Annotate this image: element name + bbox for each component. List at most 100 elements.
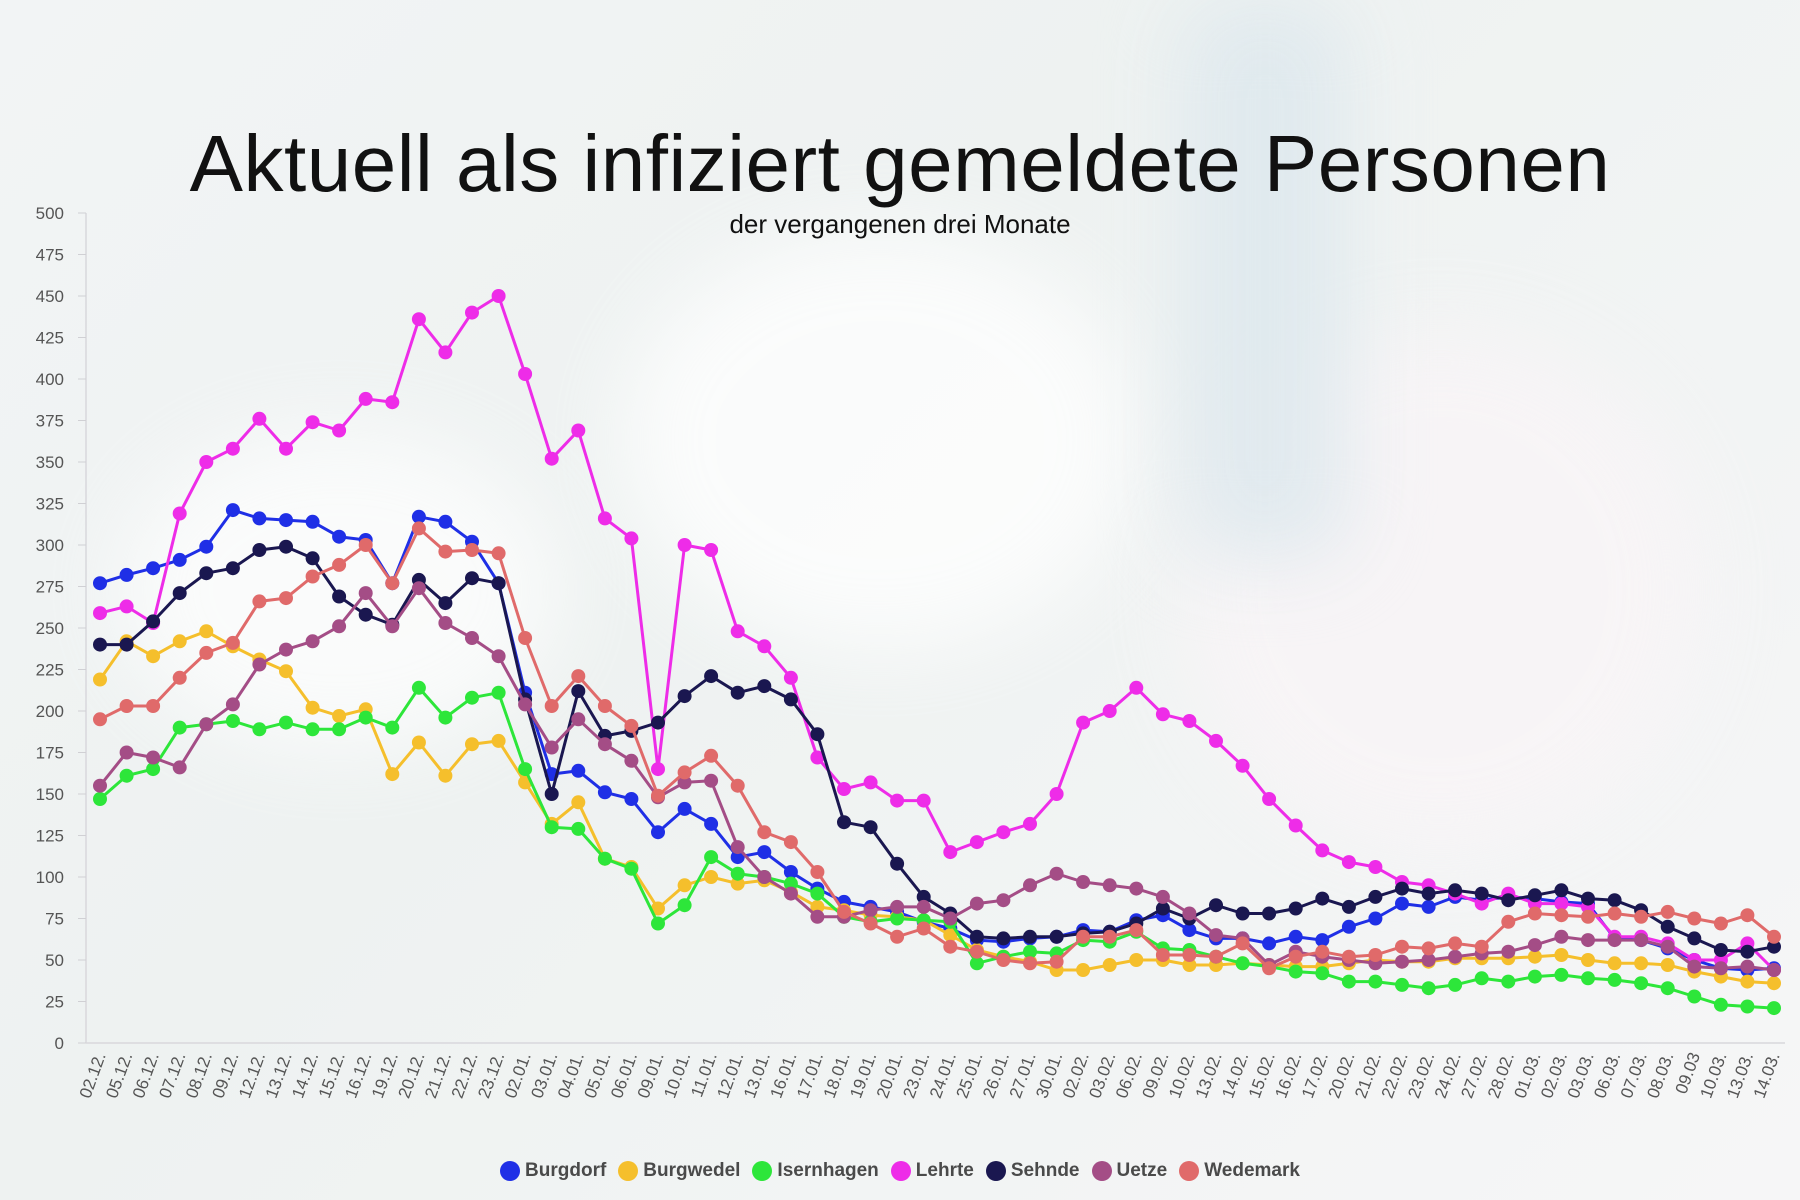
data-point[interactable]: [1607, 956, 1622, 971]
data-point[interactable]: [783, 692, 798, 707]
data-point[interactable]: [571, 712, 586, 727]
data-point[interactable]: [544, 787, 559, 801]
data-point[interactable]: [1660, 981, 1675, 996]
data-point[interactable]: [1527, 949, 1542, 964]
data-point[interactable]: [172, 552, 187, 567]
data-point[interactable]: [518, 631, 533, 645]
data-point[interactable]: [1235, 936, 1250, 951]
data-point[interactable]: [1660, 958, 1675, 972]
data-point[interactable]: [1581, 909, 1595, 924]
data-point[interactable]: [199, 717, 214, 732]
data-point[interactable]: [119, 567, 134, 582]
data-point[interactable]: [1527, 938, 1542, 953]
data-point[interactable]: [1501, 893, 1516, 908]
data-point[interactable]: [172, 670, 187, 685]
data-point[interactable]: [225, 714, 240, 728]
data-point[interactable]: [783, 670, 798, 685]
data-point[interactable]: [730, 876, 745, 891]
data-point[interactable]: [1767, 1001, 1781, 1016]
data-point[interactable]: [943, 939, 958, 954]
data-point[interactable]: [146, 750, 161, 765]
data-point[interactable]: [1395, 896, 1409, 911]
data-point[interactable]: [1209, 928, 1223, 943]
data-point[interactable]: [93, 672, 107, 687]
data-point[interactable]: [252, 411, 267, 426]
data-point[interactable]: [1740, 944, 1755, 959]
data-point[interactable]: [890, 793, 905, 808]
data-point[interactable]: [677, 898, 692, 913]
data-point[interactable]: [385, 395, 400, 410]
data-point[interactable]: [890, 911, 905, 926]
data-point[interactable]: [571, 821, 586, 836]
data-point[interactable]: [544, 699, 559, 713]
data-point[interactable]: [1660, 904, 1675, 919]
data-point[interactable]: [358, 586, 373, 601]
data-point[interactable]: [1421, 886, 1436, 901]
data-point[interactable]: [1395, 881, 1409, 896]
data-point[interactable]: [704, 816, 719, 831]
data-point[interactable]: [1767, 976, 1781, 991]
data-point[interactable]: [1767, 939, 1781, 954]
data-point[interactable]: [411, 680, 426, 695]
data-point[interactable]: [730, 840, 745, 855]
data-point[interactable]: [225, 441, 240, 456]
data-point[interactable]: [1368, 948, 1383, 962]
data-point[interactable]: [172, 506, 187, 521]
data-point[interactable]: [119, 699, 134, 713]
data-point[interactable]: [1155, 901, 1170, 916]
data-point[interactable]: [1155, 889, 1170, 904]
data-point[interactable]: [465, 631, 479, 645]
data-point[interactable]: [1182, 906, 1197, 921]
data-point[interactable]: [1554, 929, 1569, 944]
data-point[interactable]: [1209, 949, 1223, 964]
data-point[interactable]: [305, 700, 320, 715]
data-point[interactable]: [252, 594, 267, 609]
data-point[interactable]: [491, 733, 506, 748]
data-point[interactable]: [890, 929, 905, 944]
legend-item-lehrte[interactable]: Lehrte: [890, 1160, 974, 1182]
data-point[interactable]: [969, 929, 984, 944]
data-point[interactable]: [1341, 974, 1356, 989]
data-point[interactable]: [491, 546, 506, 561]
data-point[interactable]: [677, 775, 692, 790]
data-point[interactable]: [1288, 901, 1303, 916]
data-point[interactable]: [1554, 908, 1569, 923]
data-point[interactable]: [1421, 953, 1436, 967]
data-point[interactable]: [1634, 956, 1649, 971]
data-point[interactable]: [1501, 914, 1516, 929]
data-point[interactable]: [1023, 944, 1037, 959]
data-point[interactable]: [1660, 919, 1675, 934]
data-point[interactable]: [1076, 929, 1091, 944]
data-point[interactable]: [332, 619, 347, 634]
data-point[interactable]: [385, 767, 400, 782]
data-point[interactable]: [199, 624, 214, 639]
data-point[interactable]: [1713, 997, 1728, 1012]
data-point[interactable]: [1421, 899, 1436, 914]
data-point[interactable]: [172, 586, 187, 601]
data-point[interactable]: [279, 513, 293, 528]
data-point[interactable]: [279, 591, 293, 606]
data-point[interactable]: [571, 684, 586, 699]
data-point[interactable]: [465, 571, 479, 586]
data-point[interactable]: [1023, 956, 1037, 971]
data-point[interactable]: [757, 639, 772, 654]
data-point[interactable]: [624, 792, 639, 806]
data-point[interactable]: [1634, 933, 1649, 948]
data-point[interactable]: [1421, 981, 1436, 996]
data-point[interactable]: [1767, 929, 1781, 944]
data-point[interactable]: [1448, 977, 1463, 992]
data-point[interactable]: [1049, 787, 1064, 801]
data-point[interactable]: [1182, 958, 1197, 972]
data-point[interactable]: [225, 635, 240, 650]
data-point[interactable]: [332, 722, 347, 737]
data-point[interactable]: [651, 916, 665, 931]
data-point[interactable]: [1288, 949, 1303, 964]
data-point[interactable]: [332, 589, 347, 604]
data-point[interactable]: [252, 657, 267, 672]
data-point[interactable]: [385, 619, 400, 634]
data-point[interactable]: [119, 599, 134, 614]
data-point[interactable]: [677, 689, 692, 704]
data-point[interactable]: [438, 768, 453, 783]
data-point[interactable]: [677, 765, 692, 780]
data-point[interactable]: [1687, 931, 1702, 946]
